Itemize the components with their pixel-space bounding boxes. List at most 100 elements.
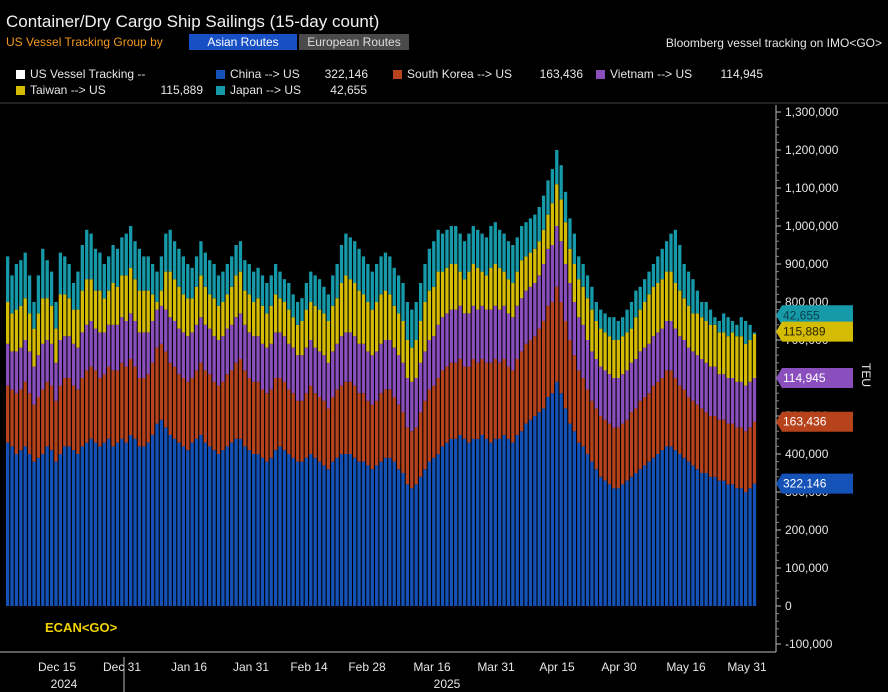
bar-south_korea (484, 362, 489, 439)
bar-south_korea (621, 423, 625, 485)
bar-taiwan (673, 283, 678, 329)
bar-japan (137, 248, 142, 291)
bar-vietnam (577, 317, 581, 371)
bar-taiwan (695, 313, 699, 356)
tab-european-routes[interactable]: European Routes (299, 34, 409, 50)
bar-vietnam (383, 340, 388, 390)
bar-china (752, 483, 757, 606)
bar-south_korea (537, 328, 541, 413)
tab-asian-routes[interactable]: Asian Routes (189, 34, 297, 50)
bar-vietnam (563, 264, 568, 321)
bar-china (322, 465, 326, 606)
bar-south_korea (278, 378, 282, 447)
bar-vietnam (216, 340, 221, 386)
bar-vietnam (414, 378, 418, 428)
bar-south_korea (19, 389, 23, 451)
y-tick-label: 100,000 (785, 561, 829, 575)
bar-china (348, 454, 352, 606)
bar-stack (519, 226, 524, 606)
bar-china (155, 423, 159, 606)
bar-japan (440, 233, 445, 272)
bar-taiwan (401, 321, 405, 363)
bar-taiwan (647, 294, 651, 344)
bar-china (225, 446, 229, 606)
bar-south_korea (76, 389, 80, 454)
bar-vietnam (36, 355, 41, 397)
bar-stack (67, 264, 71, 606)
bar-stack (102, 264, 106, 606)
bar-taiwan (357, 290, 361, 344)
bar-south_korea (418, 412, 423, 477)
bar-stack (269, 275, 273, 606)
bar-south_korea (480, 359, 484, 435)
bar-vietnam (181, 332, 186, 378)
bar-japan (669, 233, 673, 272)
bar-china (129, 435, 133, 606)
bar-japan (726, 317, 730, 337)
bar-china (642, 465, 647, 606)
bar-south_korea (54, 400, 58, 462)
bar-south_korea (401, 412, 405, 473)
bar-taiwan (313, 305, 317, 348)
bar-taiwan (629, 328, 634, 363)
bar-taiwan (155, 302, 159, 310)
bar-vietnam (186, 336, 190, 382)
value-tag-text-vietnam: 114,945 (783, 371, 826, 385)
bar-south_korea (585, 389, 590, 454)
value-tag-text-china: 322,146 (783, 477, 827, 491)
bar-china (313, 457, 317, 606)
bar-vietnam (506, 313, 511, 367)
bar-taiwan (489, 267, 493, 310)
bar-south_korea (533, 336, 537, 416)
x-tick-label: Jan 16 (171, 660, 207, 674)
bar-stack (458, 233, 462, 606)
bar-japan (247, 264, 251, 295)
bar-south_korea (71, 385, 76, 451)
bar-japan (19, 260, 23, 306)
bar-china (568, 423, 572, 606)
bar-vietnam (58, 340, 63, 386)
bar-china (396, 469, 401, 606)
y-tick-label: -100,000 (785, 637, 833, 651)
bar-vietnam (366, 351, 370, 401)
bar-south_korea (519, 351, 524, 432)
bar-south_korea (414, 427, 418, 485)
bar-south_korea (269, 389, 273, 458)
bar-china (98, 446, 102, 606)
bar-taiwan (541, 229, 546, 264)
bar-vietnam (401, 362, 405, 413)
bar-vietnam (41, 343, 45, 390)
footer-command[interactable]: ECAN<GO> (45, 620, 118, 635)
bar-taiwan (111, 283, 115, 325)
bar-japan (541, 195, 546, 230)
bar-taiwan (471, 264, 475, 306)
bar-japan (476, 229, 480, 268)
bar-vietnam (638, 351, 642, 401)
bar-south_korea (651, 385, 656, 458)
bar-stack (93, 248, 98, 606)
bar-japan (581, 264, 585, 287)
bar-china (256, 454, 260, 606)
bar-stack (568, 218, 572, 606)
bar-vietnam (273, 332, 278, 378)
bar-japan (172, 241, 177, 280)
bar-south_korea (577, 370, 581, 443)
bar-taiwan (599, 328, 603, 367)
bar-south_korea (168, 362, 172, 435)
bar-taiwan (519, 260, 524, 299)
bar-taiwan (678, 290, 682, 337)
legend-value-taiwan: 115,889 (161, 83, 204, 97)
bar-taiwan (282, 302, 287, 337)
bar-south_korea (427, 389, 432, 462)
bar-vietnam (291, 347, 295, 394)
bar-japan (80, 245, 84, 291)
bar-stack (230, 256, 234, 606)
bar-taiwan (260, 305, 265, 344)
bar-vietnam (212, 336, 216, 382)
bar-japan (739, 317, 743, 337)
bar-vietnam (221, 336, 225, 382)
x-tick-label: Feb 28 (348, 660, 386, 674)
bar-vietnam (172, 321, 177, 367)
bar-china (85, 442, 89, 606)
bar-stack (71, 283, 76, 606)
